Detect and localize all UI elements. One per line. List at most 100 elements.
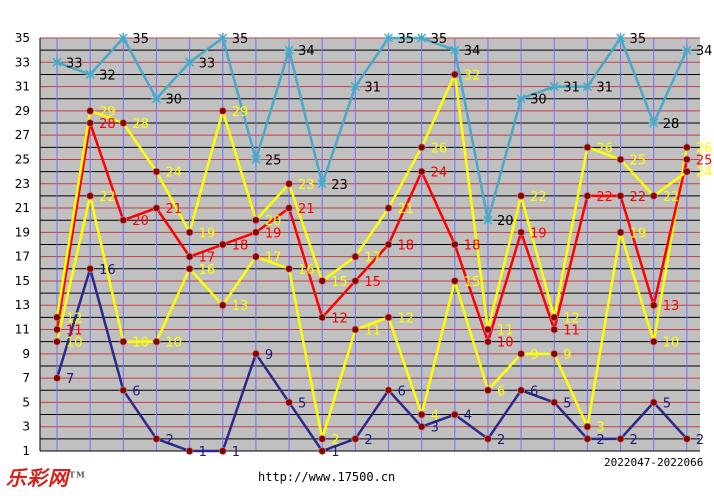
point-marker bbox=[583, 192, 592, 200]
point-marker bbox=[384, 240, 393, 249]
point-marker bbox=[53, 313, 61, 322]
data-label: 18 bbox=[232, 239, 249, 254]
y-tick-label: 19 bbox=[15, 225, 30, 239]
point-marker bbox=[251, 349, 260, 358]
y-tick-label: 31 bbox=[15, 80, 30, 94]
site-url[interactable]: http://www.17500.cn bbox=[258, 470, 396, 484]
data-label: 24 bbox=[696, 166, 713, 181]
data-label: 26 bbox=[431, 141, 448, 156]
point-marker bbox=[86, 119, 95, 127]
point-marker bbox=[484, 386, 492, 395]
point-marker bbox=[185, 264, 194, 273]
point-marker bbox=[185, 57, 195, 67]
point-marker bbox=[616, 155, 625, 164]
point-marker bbox=[450, 240, 459, 249]
point-marker bbox=[251, 252, 260, 261]
point-marker bbox=[119, 386, 128, 395]
point-marker bbox=[484, 337, 492, 346]
point-marker bbox=[649, 118, 659, 128]
point-marker bbox=[550, 349, 559, 358]
point-marker bbox=[86, 192, 95, 200]
point-marker bbox=[119, 337, 128, 346]
point-marker bbox=[152, 204, 161, 212]
data-label: 15 bbox=[364, 275, 381, 290]
data-label: 12 bbox=[398, 311, 415, 326]
point-marker bbox=[550, 313, 559, 322]
data-label: 11 bbox=[563, 324, 580, 339]
data-label: 35 bbox=[431, 32, 448, 47]
data-label: 22 bbox=[596, 190, 613, 205]
point-marker bbox=[351, 252, 360, 261]
data-label: 20 bbox=[497, 214, 514, 229]
data-label: 20 bbox=[265, 214, 282, 229]
point-marker bbox=[583, 434, 592, 443]
data-label: 22 bbox=[630, 190, 647, 205]
point-marker bbox=[682, 434, 691, 443]
data-label: 25 bbox=[265, 153, 282, 168]
point-marker bbox=[682, 143, 691, 152]
data-label: 33 bbox=[199, 56, 216, 71]
y-tick-label: 17 bbox=[15, 250, 30, 264]
point-marker bbox=[417, 422, 426, 431]
data-label: 32 bbox=[464, 68, 481, 83]
data-label: 21 bbox=[398, 202, 415, 217]
point-marker bbox=[285, 179, 293, 188]
point-marker bbox=[682, 167, 691, 176]
data-label: 29 bbox=[232, 105, 249, 120]
point-marker bbox=[417, 167, 426, 176]
point-marker bbox=[383, 33, 394, 43]
data-label: 2 bbox=[696, 433, 704, 448]
point-marker bbox=[550, 325, 559, 334]
data-label: 4 bbox=[464, 409, 472, 424]
data-label: 24 bbox=[431, 166, 448, 181]
data-label: 19 bbox=[630, 226, 647, 241]
data-label: 33 bbox=[66, 56, 83, 71]
data-label: 1 bbox=[199, 445, 207, 460]
data-label: 3 bbox=[431, 421, 439, 436]
point-marker bbox=[616, 33, 626, 43]
y-tick-label: 13 bbox=[15, 298, 30, 312]
point-marker bbox=[317, 179, 327, 189]
point-marker bbox=[218, 301, 227, 310]
point-marker bbox=[649, 301, 658, 310]
data-label: 25 bbox=[696, 153, 713, 168]
data-label: 28 bbox=[132, 117, 149, 132]
y-tick-label: 21 bbox=[15, 201, 30, 215]
data-label: 11 bbox=[497, 324, 514, 339]
data-label: 23 bbox=[298, 178, 315, 193]
y-tick-label: 23 bbox=[15, 177, 30, 191]
data-label: 32 bbox=[99, 68, 116, 83]
data-label: 35 bbox=[630, 32, 647, 47]
point-marker bbox=[484, 434, 492, 443]
data-label: 6 bbox=[497, 384, 505, 399]
point-marker bbox=[450, 277, 459, 285]
data-label: 1 bbox=[232, 445, 240, 460]
data-label: 25 bbox=[630, 153, 647, 168]
y-tick-label: 7 bbox=[22, 371, 30, 385]
point-marker bbox=[517, 349, 525, 358]
data-label: 12 bbox=[66, 311, 83, 326]
data-label: 12 bbox=[331, 311, 348, 326]
y-tick-label: 29 bbox=[15, 104, 30, 118]
point-marker bbox=[517, 192, 525, 200]
point-marker bbox=[649, 192, 658, 200]
data-label: 31 bbox=[563, 81, 580, 96]
data-label: 2 bbox=[364, 433, 372, 448]
point-marker bbox=[583, 143, 592, 152]
data-label: 9 bbox=[563, 348, 571, 363]
y-tick-label: 11 bbox=[15, 323, 30, 337]
data-label: 23 bbox=[331, 178, 348, 193]
point-marker bbox=[251, 216, 260, 225]
data-label: 28 bbox=[99, 117, 116, 132]
y-tick-label: 35 bbox=[15, 31, 30, 45]
point-marker bbox=[582, 82, 592, 92]
data-label: 20 bbox=[132, 214, 149, 229]
data-label: 17 bbox=[265, 251, 282, 266]
data-label: 18 bbox=[398, 239, 415, 254]
y-tick-label: 25 bbox=[15, 152, 30, 166]
y-tick-label: 9 bbox=[22, 347, 30, 361]
data-label: 34 bbox=[464, 44, 481, 59]
data-label: 30 bbox=[530, 93, 547, 108]
data-label: 34 bbox=[696, 44, 713, 59]
